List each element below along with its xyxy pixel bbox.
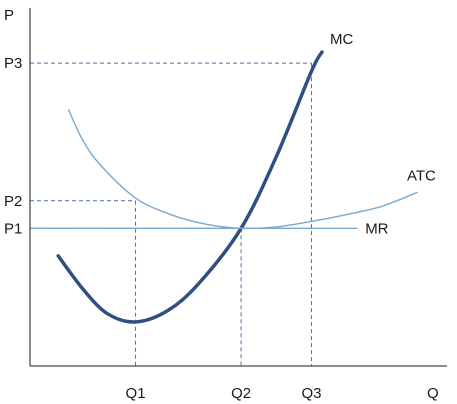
x-axis-label: Q — [427, 385, 439, 402]
x-tick-label-q2: Q2 — [231, 385, 251, 402]
curves-layer — [29, 50, 418, 324]
y-tick-label-p1: P1 — [4, 220, 22, 237]
y-axis-label: P — [4, 7, 14, 24]
x-tick-label-q3: Q3 — [301, 385, 321, 402]
mc-curve — [56, 50, 324, 324]
mr-label: MR — [365, 220, 388, 237]
x-tick-label-q1: Q1 — [126, 385, 146, 402]
tick-labels-layer: Q1 Q2 Q3 P1 P2 P3 — [4, 55, 321, 402]
axes-layer: P Q — [4, 7, 447, 402]
atc-label: ATC — [407, 168, 436, 185]
series-labels-layer: MC ATC MR — [330, 31, 436, 237]
mc-label: MC — [330, 31, 353, 48]
y-tick-label-p3: P3 — [4, 55, 22, 72]
y-tick-label-p2: P2 — [4, 193, 22, 210]
atc-curve — [68, 109, 418, 230]
